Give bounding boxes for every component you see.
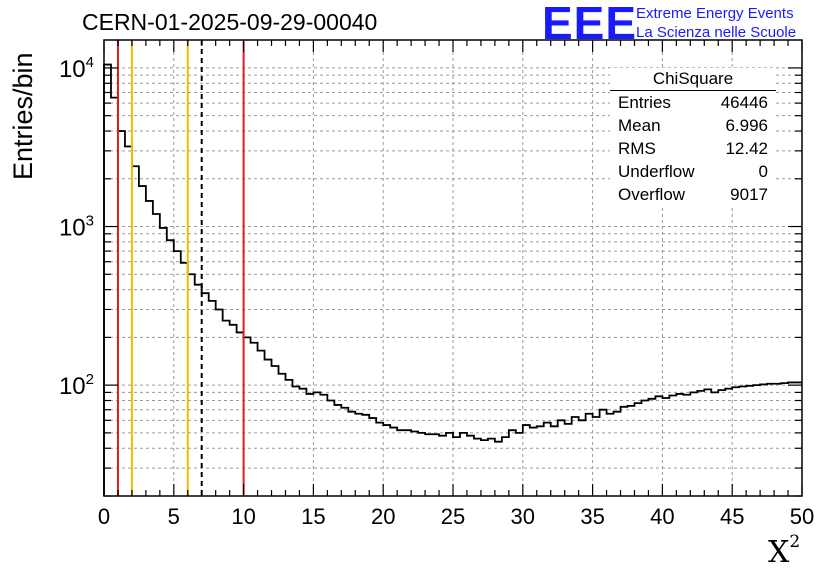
x-tick-label: 30 [511, 504, 535, 529]
logo-line-2: La Scienza nelle Scuole [636, 24, 797, 41]
x-axis-label-exponent: 2 [789, 532, 801, 552]
x-tick-label: 45 [720, 504, 744, 529]
stats-row-mean: Mean 6.996 [610, 114, 776, 137]
x-tick-label: 15 [301, 504, 325, 529]
y-axis-label: Entries/bin [8, 52, 38, 180]
stats-title: ChiSquare [610, 68, 776, 91]
stats-row-rms: RMS 12.42 [610, 137, 776, 160]
stats-value: 0 [758, 162, 768, 181]
stats-row-overflow: Overflow 9017 [610, 183, 776, 206]
stats-value: 6.996 [725, 116, 768, 135]
histogram-line [103, 63, 802, 496]
eee-logo-text: Extreme Energy Events La Scienza nelle S… [636, 4, 796, 42]
logo-line-1: Extreme Energy Events [636, 5, 794, 22]
stats-row-underflow: Underflow 0 [610, 160, 776, 183]
stats-label: Overflow [618, 185, 686, 204]
x-tick-label: 20 [371, 504, 395, 529]
stats-label: RMS [618, 139, 656, 158]
x-tick-label: 10 [231, 504, 255, 529]
y-tick-label: 103 [59, 213, 94, 242]
y-tick-label: 104 [59, 54, 94, 83]
eee-logo: EEE [542, 0, 638, 49]
x-axis-label-base: X [768, 535, 790, 570]
x-axis-label: X2 [768, 532, 801, 570]
x-tick-label: 5 [168, 504, 180, 529]
chart-title: CERN-01-2025-09-29-00040 [82, 9, 378, 35]
x-tick-label: 25 [441, 504, 465, 529]
x-tick-label: 40 [650, 504, 674, 529]
stats-value: 9017 [730, 185, 768, 204]
x-tick-label: 0 [98, 504, 110, 529]
stats-box: ChiSquare Entries 46446 Mean 6.996 RMS 1… [610, 68, 776, 208]
stats-label: Entries [618, 93, 671, 112]
stats-value: 46446 [720, 93, 768, 112]
stats-value: 12.42 [725, 139, 768, 158]
stats-label: Underflow [618, 162, 695, 181]
stats-label: Mean [618, 116, 661, 135]
stats-row-entries: Entries 46446 [610, 91, 776, 114]
x-tick-label: 35 [580, 504, 604, 529]
y-tick-label: 102 [59, 371, 94, 400]
x-tick-label: 50 [790, 504, 814, 529]
